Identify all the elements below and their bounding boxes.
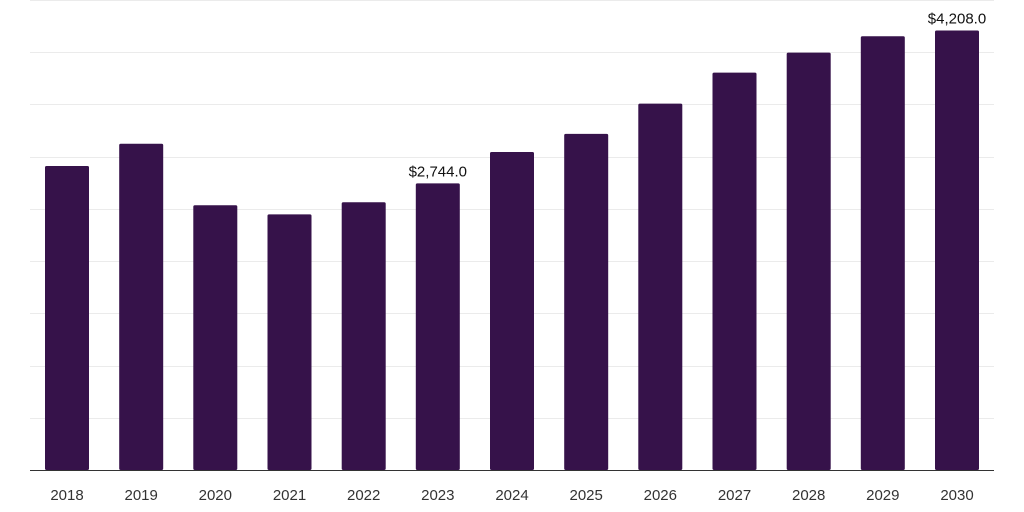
x-tick-label: 2019 [125,487,158,504]
x-tick-label: 2021 [273,487,306,504]
bar-2028[interactable] [786,52,831,470]
x-tick-label: 2022 [347,487,380,504]
x-axis-ticks: 2018 2019 2020 2021 2022 2023 2024 2025 2026 2027… [50,487,973,504]
bar-2022[interactable] [341,202,386,471]
bar-2024[interactable] [490,152,534,470]
x-tick-label: 2023 [421,487,454,504]
bar-2020[interactable] [193,205,238,471]
bar-2023[interactable] [415,183,460,470]
x-tick-label: 2020 [199,487,232,504]
bar-2026[interactable] [638,103,683,470]
bar-2029[interactable] [860,36,905,471]
x-tick-label: 2027 [718,487,751,504]
data-label: $2,744.0 [409,163,467,180]
x-tick-label: 2025 [570,487,603,504]
bar-2030[interactable] [935,30,979,471]
bar-2021[interactable] [267,214,312,470]
bar-2027[interactable] [712,72,757,470]
bar-2019[interactable] [119,143,164,470]
data-labels: $2,744.0 $4,208.0 [409,11,987,181]
bar-2025[interactable] [564,133,609,470]
x-tick-label: 2028 [792,487,825,504]
x-tick-label: 2029 [866,487,899,504]
x-tick-label: 2024 [495,487,528,504]
bar-2018[interactable] [45,166,89,470]
data-label: $4,208.0 [928,11,986,28]
bars [45,30,979,471]
x-tick-label: 2030 [940,487,973,504]
x-tick-label: 2018 [50,487,83,504]
x-tick-label: 2026 [644,487,677,504]
